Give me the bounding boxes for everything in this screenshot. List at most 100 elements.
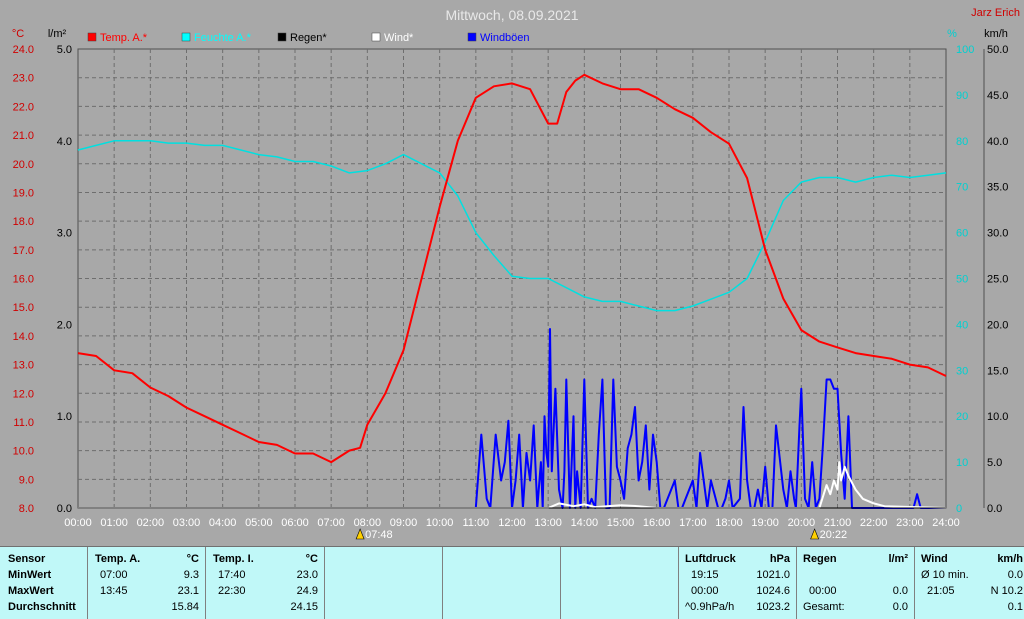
temp-tick-label: 8.0	[19, 503, 34, 515]
wind-tick-label: 5.0	[987, 457, 1002, 469]
wind-tick-label: 20.0	[987, 319, 1008, 331]
temp-tick-label: 13.0	[13, 360, 34, 372]
temp-axis-title: °C	[12, 28, 24, 40]
stats-time: 22:30	[218, 585, 246, 597]
stats-unit: km/h	[997, 553, 1023, 565]
stats-time: 07:00	[100, 569, 128, 581]
temp-tick-label: 9.0	[19, 474, 34, 486]
stats-col-rain: Regen l/m² 00:00 Gesamt: 0.0 0.0	[796, 547, 914, 619]
legend-label: Temp. A.*	[100, 32, 148, 44]
stats-col-empty	[324, 547, 442, 619]
humidity-tick-label: 30	[956, 365, 968, 377]
x-tick-label: 19:00	[751, 517, 779, 529]
temp-tick-label: 15.0	[13, 302, 34, 314]
stats-header: Sensor	[8, 553, 46, 565]
stats-header: Wind	[921, 553, 948, 565]
stats-unit: hPa	[769, 553, 790, 565]
humidity-tick-label: 100	[956, 44, 974, 56]
stats-value: 15.84	[171, 601, 199, 613]
x-tick-label: 18:00	[715, 517, 743, 529]
rain-axis-title: l/m²	[48, 28, 67, 40]
temp-tick-label: 18.0	[13, 216, 34, 228]
humidity-tick-label: 80	[956, 136, 968, 148]
stats-col-sensor: Sensor MinWert MaxWert Durchschnitt	[0, 547, 86, 619]
temp-tick-label: 10.0	[13, 446, 34, 458]
stats-value: 0.0	[1007, 569, 1023, 581]
sun-time-label: 20:22	[820, 529, 848, 541]
temp-line	[77, 73, 947, 464]
x-tick-label: 08:00	[354, 517, 382, 529]
legend-label: Feuchte A.*	[194, 32, 252, 44]
x-tick-label: 07:00	[317, 517, 345, 529]
x-tick-label: 20:00	[788, 517, 816, 529]
x-tick-label: 22:00	[860, 517, 888, 529]
stats-header: Regen	[803, 553, 837, 565]
legend-swatch	[467, 32, 477, 42]
stats-col-wind: Wind km/h Ø 10 min. 21:05 0.0 N 10.2 0.1	[914, 547, 1024, 619]
temp-tick-label: 16.0	[13, 274, 34, 286]
rain-tick-label: 1.0	[57, 411, 72, 423]
stats-value: N 10.2	[990, 585, 1023, 597]
x-tick-label: 12:00	[498, 517, 526, 529]
wind-tick-label: 40.0	[987, 136, 1008, 148]
stats-value: 1023.2	[756, 601, 790, 613]
wind-tick-label: 30.0	[987, 228, 1008, 240]
stats-row-label: Durchschnitt	[8, 601, 76, 613]
temp-tick-label: 14.0	[13, 331, 34, 343]
temp-tick-label: 24.0	[13, 44, 34, 56]
stats-unit: °C	[186, 553, 199, 565]
humidity-tick-label: 70	[956, 182, 968, 194]
legend: Temp. A.* Feuchte A.* Regen* Wind* Windböen	[87, 32, 530, 44]
rain-tick-label: 3.0	[57, 228, 72, 240]
x-tick-label: 02:00	[137, 517, 165, 529]
temp-tick-label: 17.0	[13, 245, 34, 257]
sun-icon	[355, 528, 365, 540]
stats-time: 17:40	[218, 569, 246, 581]
x-tick-label: 10:00	[426, 517, 454, 529]
temp-tick-label: 20.0	[13, 159, 34, 171]
stats-time: Ø 10 min.	[921, 569, 969, 581]
wind-tick-label: 35.0	[987, 182, 1008, 194]
stats-col-pressure: Luftdruck hPa 19:15 00:00 ^0.9hPa/h 1021…	[678, 547, 796, 619]
humidity-tick-label: 90	[956, 90, 968, 102]
y-axes: 8.0 9.0 10.0 11.0 12.0 13.0 14.0 15.0 16.0 17.0 18…	[13, 44, 1009, 515]
rain-tick-label: 2.0	[57, 319, 72, 331]
humidity-line	[77, 140, 947, 312]
stats-time: 13:45	[100, 585, 128, 597]
stats-col-empty	[442, 547, 560, 619]
author-label: Jarz Erich	[971, 7, 1020, 19]
stats-value: 9.3	[183, 569, 199, 581]
x-axis: 00:00 01:00 02:00 03:00 04:00 05:00 06:00 07:00…	[64, 517, 960, 529]
stats-value: 1024.6	[756, 585, 790, 597]
x-tick-label: 11:00	[462, 517, 489, 529]
stats-time: Gesamt:	[803, 601, 845, 613]
sun-icon	[810, 528, 820, 540]
humidity-axis-title: %	[947, 28, 957, 40]
stats-value: 1021.0	[756, 569, 790, 581]
temp-tick-label: 19.0	[13, 187, 34, 199]
wind-tick-label: 25.0	[987, 274, 1008, 286]
stats-time: 21:05	[927, 585, 955, 597]
sun-markers: 07:48 20:22	[355, 528, 848, 541]
x-tick-label: 03:00	[173, 517, 201, 529]
temp-tick-label: 12.0	[13, 388, 34, 400]
temp-tick-label: 23.0	[13, 73, 34, 85]
humidity-tick-label: 20	[956, 411, 968, 423]
wind-axis-title: km/h	[984, 28, 1008, 40]
temp-tick-label: 21.0	[13, 130, 34, 142]
x-tick-label: 04:00	[209, 517, 237, 529]
legend-swatch	[181, 32, 191, 42]
stats-row-label: MinWert	[8, 569, 52, 581]
stats-time: 00:00	[809, 585, 837, 597]
wind-tick-label: 10.0	[987, 411, 1008, 423]
stats-header: Luftdruck	[685, 553, 736, 565]
stats-value: 23.0	[296, 569, 318, 581]
sun-time-label: 07:48	[365, 529, 393, 541]
stats-unit: l/m²	[888, 553, 908, 565]
stats-header: Temp. A.	[95, 553, 141, 565]
wind-line	[78, 461, 947, 509]
x-tick-label: 24:00	[932, 517, 960, 529]
stats-value: 0.0	[892, 585, 908, 597]
stats-value: 23.1	[177, 585, 199, 597]
legend-label: Regen*	[290, 32, 327, 44]
